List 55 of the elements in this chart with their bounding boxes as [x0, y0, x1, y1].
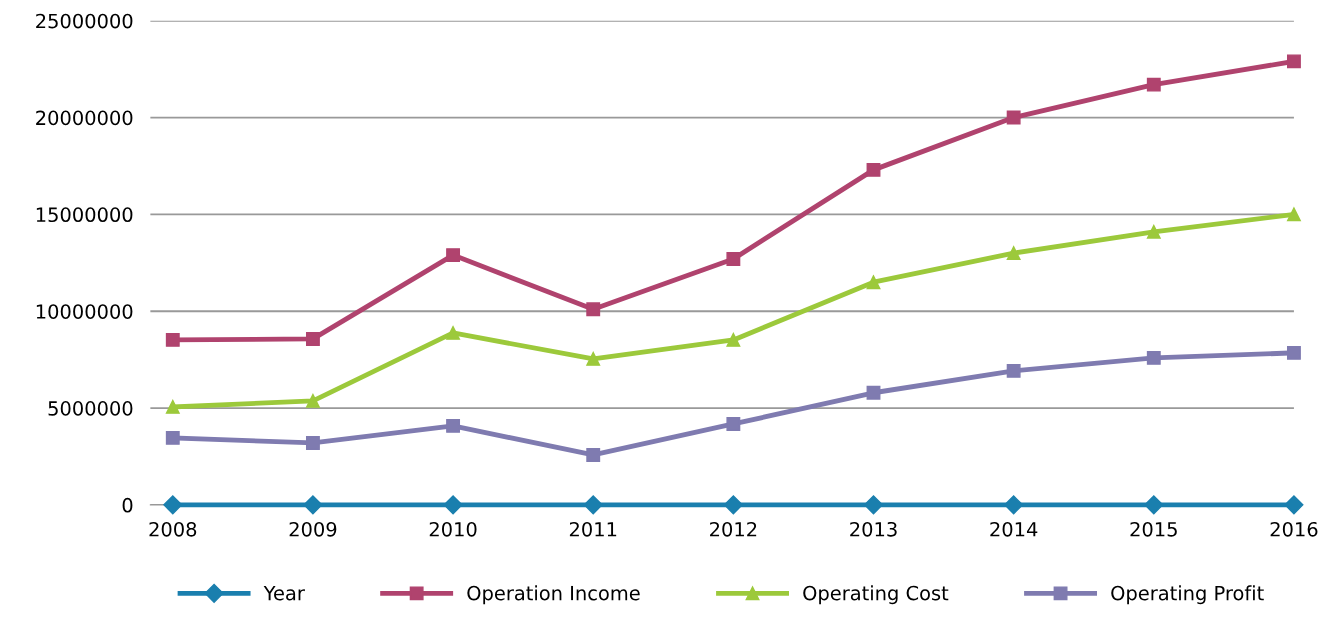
- point: [1146, 77, 1161, 92]
- point: [586, 447, 601, 462]
- point: [165, 399, 180, 414]
- y-tick-label: 5000000: [48, 401, 133, 416]
- y-tick-label: 20000000: [36, 110, 133, 126]
- point: [866, 162, 881, 177]
- point: [866, 385, 881, 400]
- point: [303, 495, 323, 515]
- x-tick-label: 2012: [710, 521, 757, 537]
- x-tick-label: 2014: [990, 521, 1038, 537]
- y-tick-label: 0: [122, 497, 133, 513]
- x-tick-label: 2009: [289, 521, 337, 537]
- x-tick-label: 2008: [149, 521, 197, 537]
- point: [305, 435, 320, 450]
- point: [726, 332, 741, 347]
- legend-label: Operating Profit: [1111, 585, 1264, 605]
- x-tick-label: 2011: [569, 521, 617, 537]
- point: [165, 332, 180, 347]
- point: [723, 495, 743, 515]
- point: [305, 393, 320, 408]
- y-tick-label: 15000000: [36, 207, 133, 223]
- y-tick-label: 10000000: [36, 304, 133, 319]
- point: [863, 495, 884, 515]
- point: [586, 351, 601, 366]
- point: [163, 495, 183, 515]
- legend-label: Operation Income: [467, 585, 640, 605]
- point: [1006, 363, 1021, 378]
- point: [1146, 224, 1161, 239]
- point: [165, 430, 180, 445]
- x-tick-label: 2013: [850, 521, 897, 537]
- point: [1006, 246, 1021, 261]
- point: [726, 251, 741, 266]
- point: [446, 325, 461, 340]
- point: [1004, 495, 1024, 515]
- point: [1146, 350, 1161, 365]
- x-tick-label: 2010: [429, 521, 477, 537]
- point: [1144, 495, 1164, 515]
- point: [443, 495, 463, 515]
- point: [1284, 495, 1304, 515]
- point: [583, 495, 603, 515]
- legend-label: Year: [263, 585, 305, 601]
- point: [446, 418, 461, 433]
- x-tick-label: 2016: [1270, 521, 1318, 537]
- legend-label: Operating Cost: [803, 585, 949, 605]
- point: [305, 331, 320, 346]
- point: [446, 248, 461, 263]
- x-tick-label: 2015: [1130, 521, 1177, 537]
- point: [866, 275, 881, 290]
- point: [1286, 54, 1301, 69]
- y-tick-label: 25000000: [36, 13, 133, 29]
- point: [586, 302, 601, 317]
- point: [1006, 110, 1021, 125]
- point: [726, 417, 741, 431]
- point: [1286, 207, 1301, 222]
- point: [1286, 345, 1301, 360]
